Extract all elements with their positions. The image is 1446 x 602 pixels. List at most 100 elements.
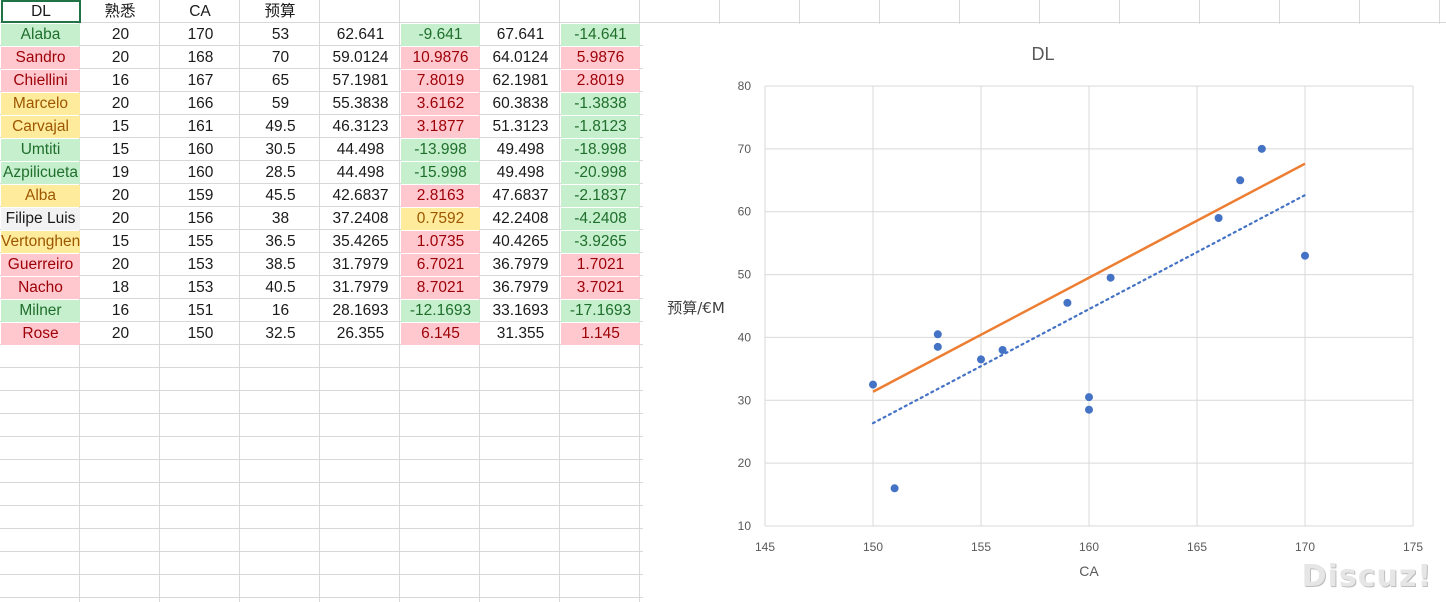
table-cell[interactable]: -18.998 [561, 139, 640, 161]
table-cell[interactable]: 65 [271, 72, 290, 89]
table-cell[interactable]: 62.1981 [492, 72, 549, 89]
table-cell[interactable]: 67.641 [496, 26, 545, 43]
table-cell[interactable]: 16 [111, 302, 130, 319]
table-cell[interactable]: 28.1693 [332, 302, 389, 319]
table-cell[interactable]: 1.7021 [561, 254, 640, 276]
player-name-cell[interactable]: Chiellini [1, 70, 80, 92]
table-cell[interactable]: -17.1693 [561, 300, 640, 322]
table-cell[interactable]: -1.8123 [561, 116, 640, 138]
player-name-cell[interactable]: Umtiti [1, 139, 80, 161]
table-cell[interactable]: 20 [111, 187, 130, 204]
player-name-cell[interactable]: Carvajal [1, 116, 80, 138]
table-cell[interactable]: 31.355 [496, 325, 545, 342]
table-cell[interactable]: 31.7979 [332, 279, 389, 296]
table-cell[interactable]: 38.5 [265, 256, 296, 273]
table-cell[interactable]: 2.8163 [401, 185, 480, 207]
table-cell[interactable]: 8.7021 [401, 277, 480, 299]
table-cell[interactable]: 36.5 [265, 233, 296, 250]
table-cell[interactable]: 70 [271, 49, 290, 66]
table-cell[interactable]: 159 [187, 187, 214, 204]
table-cell[interactable]: -12.1693 [401, 300, 480, 322]
table-cell[interactable]: 60.3838 [492, 95, 549, 112]
table-cell[interactable]: 44.498 [336, 141, 385, 158]
table-cell[interactable]: 20 [111, 325, 130, 342]
table-cell[interactable]: 38 [271, 210, 290, 227]
table-cell[interactable]: 15 [111, 233, 130, 250]
header-cell[interactable] [480, 0, 560, 23]
table-cell[interactable]: 37.2408 [332, 210, 389, 227]
table-cell[interactable]: -9.641 [401, 24, 480, 46]
table-cell[interactable]: 16 [271, 302, 290, 319]
table-cell[interactable]: 3.1877 [401, 116, 480, 138]
table-cell[interactable]: 15 [111, 141, 130, 158]
table-cell[interactable]: -14.641 [561, 24, 640, 46]
table-cell[interactable]: 7.8019 [401, 70, 480, 92]
table-cell[interactable]: 49.498 [496, 141, 545, 158]
table-cell[interactable]: 57.1981 [332, 72, 389, 89]
table-cell[interactable]: 161 [187, 118, 214, 135]
table-cell[interactable]: 20 [111, 26, 130, 43]
table-cell[interactable]: 64.0124 [492, 49, 549, 66]
table-cell[interactable]: 36.7979 [492, 256, 549, 273]
player-name-cell[interactable]: Azpilicueta [1, 162, 80, 184]
player-name-cell[interactable]: Rose [1, 323, 80, 345]
table-cell[interactable]: 3.6162 [401, 93, 480, 115]
table-cell[interactable]: 16 [111, 72, 130, 89]
table-cell[interactable]: 18 [111, 279, 130, 296]
table-cell[interactable]: 20 [111, 210, 130, 227]
table-cell[interactable]: 47.6837 [492, 187, 549, 204]
table-cell[interactable]: 2.8019 [561, 70, 640, 92]
player-name-cell[interactable]: Filipe Luis [1, 208, 80, 230]
header-cell[interactable] [560, 0, 640, 23]
player-name-cell[interactable]: Guerreiro [1, 254, 80, 276]
table-cell[interactable]: 30.5 [265, 141, 296, 158]
table-cell[interactable]: 155 [187, 233, 214, 250]
table-cell[interactable]: 33.1693 [492, 302, 549, 319]
table-cell[interactable]: 3.7021 [561, 277, 640, 299]
table-cell[interactable]: 1.145 [561, 323, 640, 345]
table-cell[interactable]: 160 [187, 141, 214, 158]
header-cell[interactable] [400, 0, 480, 23]
table-cell[interactable]: 40.5 [265, 279, 296, 296]
table-cell[interactable]: 6.7021 [401, 254, 480, 276]
table-cell[interactable]: 28.5 [265, 164, 296, 181]
player-name-cell[interactable]: Milner [1, 300, 80, 322]
table-cell[interactable]: 49.498 [496, 164, 545, 181]
table-cell[interactable]: 166 [187, 95, 214, 112]
player-name-cell[interactable]: Sandro [1, 47, 80, 69]
header-cell[interactable]: DL [1, 0, 81, 23]
table-cell[interactable]: 31.7979 [332, 256, 389, 273]
table-cell[interactable]: -20.998 [561, 162, 640, 184]
table-cell[interactable]: 59.0124 [332, 49, 389, 66]
table-cell[interactable]: 26.355 [336, 325, 385, 342]
header-cell[interactable]: CA [189, 3, 211, 20]
table-cell[interactable]: 20 [111, 256, 130, 273]
table-cell[interactable]: 55.3838 [332, 95, 389, 112]
header-cell[interactable]: 熟悉 [104, 3, 136, 20]
table-cell[interactable]: 53 [271, 26, 290, 43]
table-cell[interactable]: -3.9265 [561, 231, 640, 253]
table-cell[interactable]: 20 [111, 49, 130, 66]
table-cell[interactable]: 20 [111, 95, 130, 112]
table-cell[interactable]: 32.5 [265, 325, 296, 342]
table-cell[interactable]: 1.0735 [401, 231, 480, 253]
player-name-cell[interactable]: Alba [1, 185, 80, 207]
table-cell[interactable]: 10.9876 [401, 47, 480, 69]
table-cell[interactable]: -4.2408 [561, 208, 640, 230]
table-cell[interactable]: 150 [187, 325, 214, 342]
player-name-cell[interactable]: Vertonghen [1, 231, 80, 253]
table-cell[interactable]: 46.3123 [332, 118, 389, 135]
table-cell[interactable]: 45.5 [265, 187, 296, 204]
table-cell[interactable]: 151 [187, 302, 214, 319]
table-cell[interactable]: 51.3123 [492, 118, 549, 135]
table-cell[interactable]: 49.5 [265, 118, 296, 135]
player-name-cell[interactable]: Marcelo [1, 93, 80, 115]
table-cell[interactable]: 167 [187, 72, 214, 89]
table-cell[interactable]: 35.4265 [332, 233, 389, 250]
header-cell[interactable]: 预算 [264, 3, 296, 20]
table-cell[interactable]: 44.498 [336, 164, 385, 181]
scatter-chart[interactable]: 10 20 30 40 50 60 70 80 145 150 155 160 165 170 175 DL C… [643, 24, 1446, 602]
table-cell[interactable]: 42.6837 [332, 187, 389, 204]
table-cell[interactable]: 160 [187, 164, 214, 181]
table-cell[interactable]: 15 [111, 118, 130, 135]
